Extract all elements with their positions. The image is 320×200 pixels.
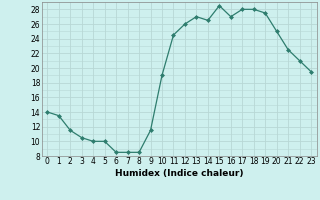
X-axis label: Humidex (Indice chaleur): Humidex (Indice chaleur) [115,169,244,178]
